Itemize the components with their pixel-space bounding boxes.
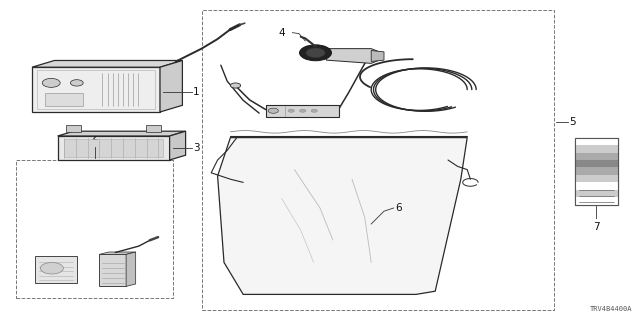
Polygon shape: [99, 254, 126, 286]
Polygon shape: [58, 136, 170, 160]
Text: 5: 5: [570, 116, 576, 127]
Bar: [575, 175, 618, 182]
Text: 1: 1: [193, 87, 200, 97]
Text: 3: 3: [193, 143, 200, 153]
Polygon shape: [126, 252, 136, 286]
Polygon shape: [99, 252, 136, 254]
Polygon shape: [146, 124, 161, 132]
Polygon shape: [218, 138, 467, 294]
Polygon shape: [160, 60, 182, 112]
Polygon shape: [45, 93, 83, 106]
Bar: [575, 145, 618, 153]
Bar: [575, 138, 618, 145]
Polygon shape: [266, 105, 339, 117]
Polygon shape: [170, 131, 186, 160]
Circle shape: [42, 78, 60, 87]
Circle shape: [230, 83, 241, 88]
Polygon shape: [575, 138, 618, 205]
Polygon shape: [326, 49, 378, 63]
Circle shape: [268, 108, 278, 113]
Bar: [575, 197, 618, 205]
Bar: [575, 153, 618, 160]
Circle shape: [306, 48, 325, 58]
Polygon shape: [32, 60, 182, 67]
Bar: [575, 182, 618, 190]
Bar: [575, 160, 618, 167]
Text: 7: 7: [593, 222, 600, 232]
Circle shape: [288, 109, 294, 112]
Polygon shape: [64, 139, 163, 157]
Text: 6: 6: [396, 203, 402, 213]
Polygon shape: [371, 51, 384, 61]
Text: 2: 2: [92, 132, 98, 142]
Circle shape: [311, 109, 317, 112]
Polygon shape: [58, 131, 186, 136]
Circle shape: [300, 45, 332, 61]
Bar: [575, 167, 618, 175]
Polygon shape: [66, 124, 81, 132]
Text: TRV4B4400A: TRV4B4400A: [590, 306, 632, 312]
Polygon shape: [35, 256, 77, 283]
Circle shape: [40, 262, 63, 274]
Circle shape: [70, 80, 83, 86]
Circle shape: [300, 109, 306, 112]
Bar: [575, 190, 618, 197]
Polygon shape: [32, 67, 160, 112]
Text: 4: 4: [278, 28, 285, 38]
